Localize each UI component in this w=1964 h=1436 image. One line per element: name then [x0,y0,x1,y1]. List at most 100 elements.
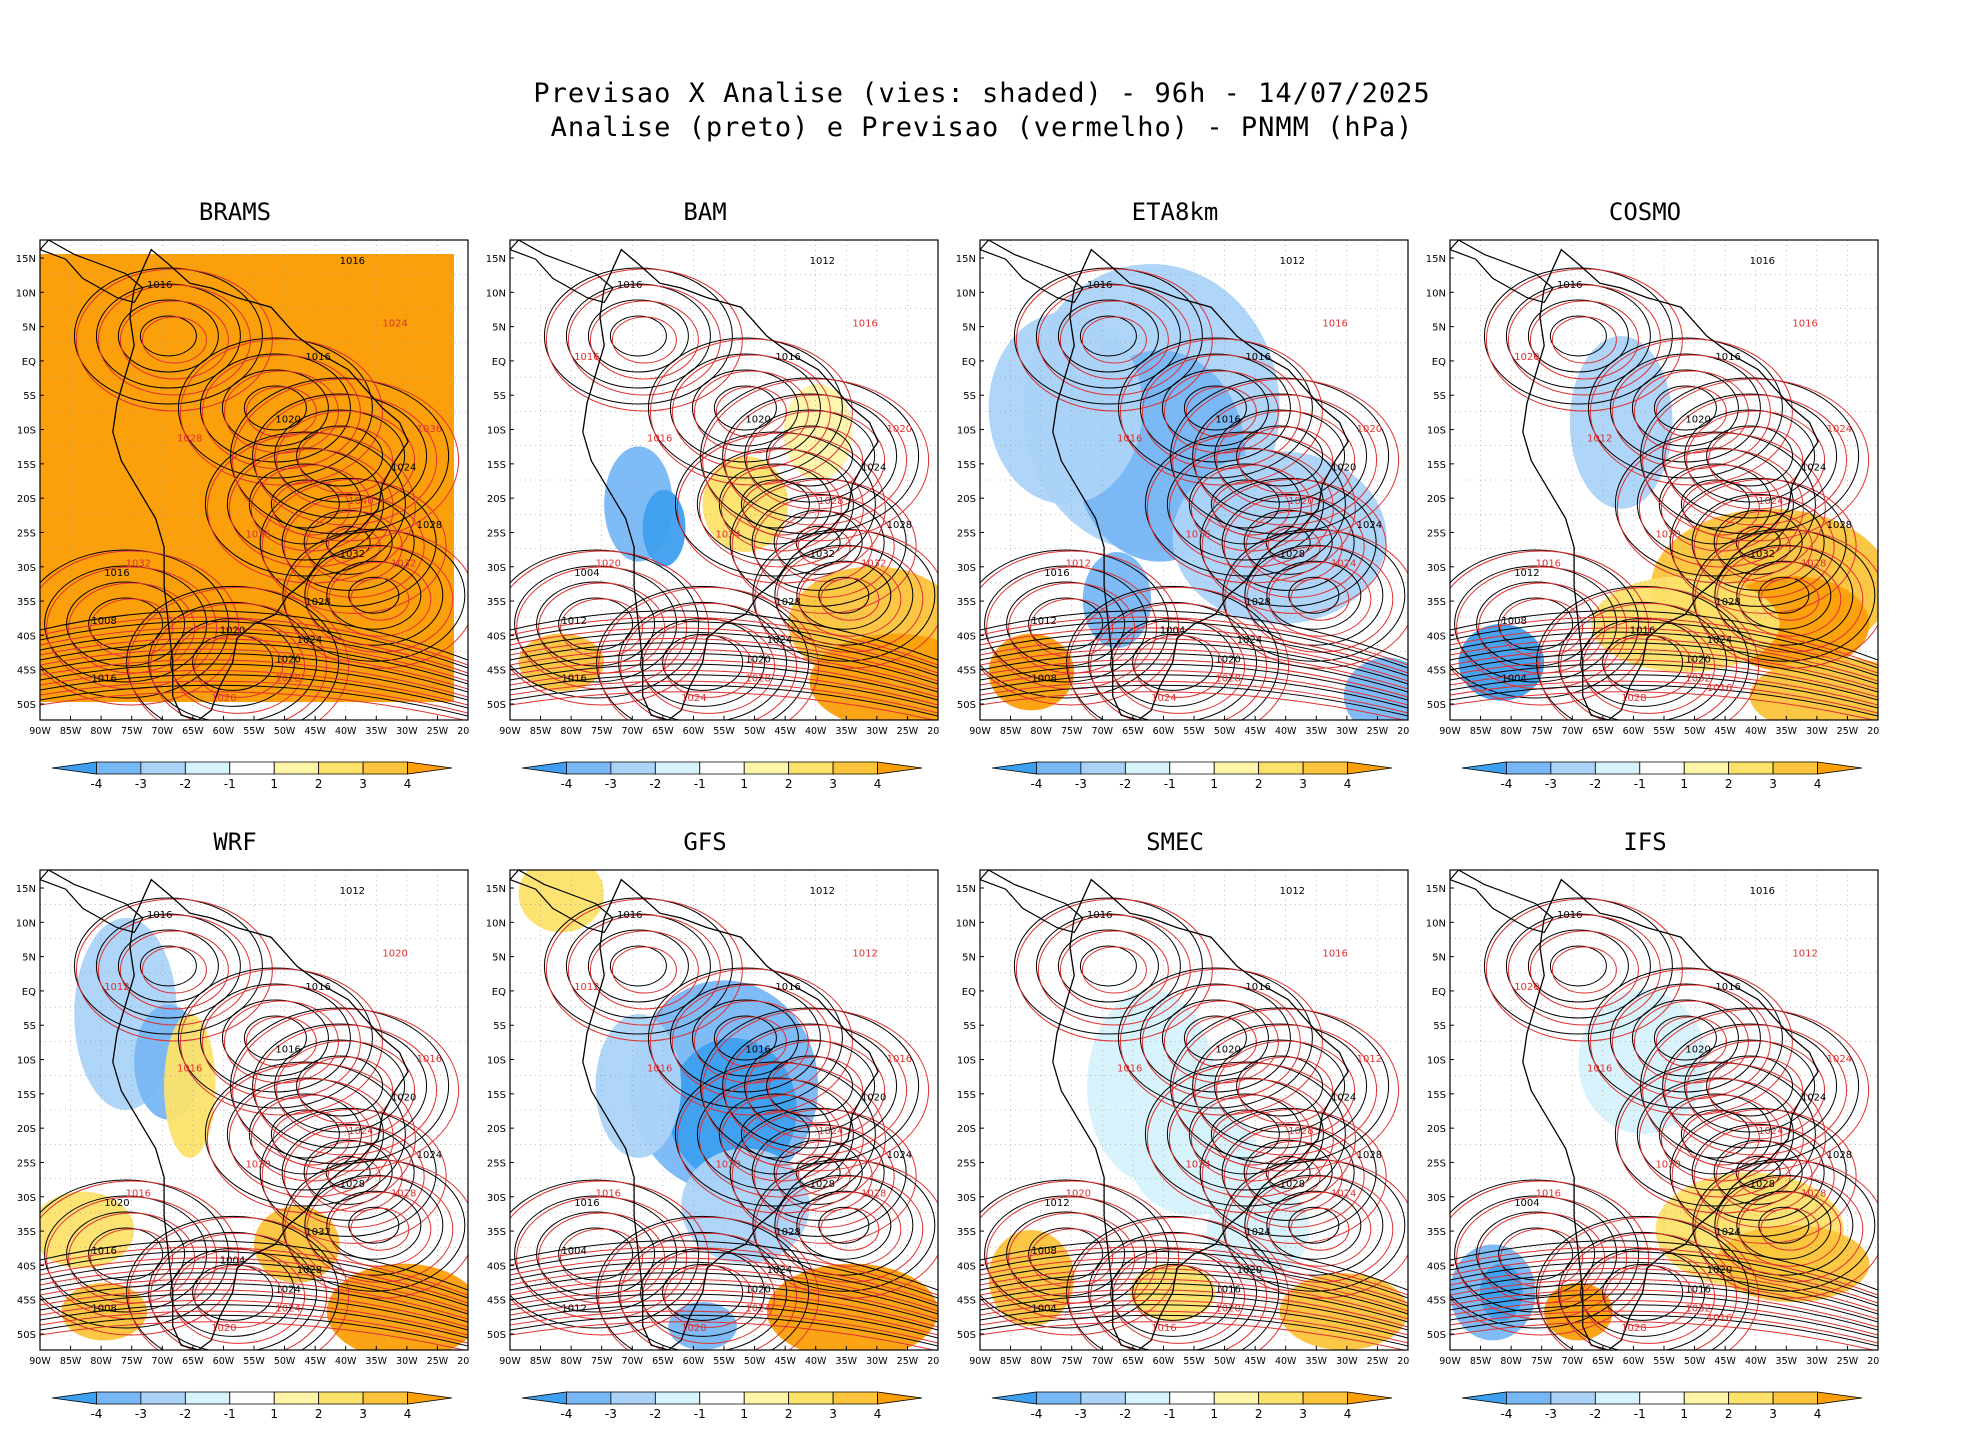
coastline-south-america [1522,248,1819,720]
isobar-label-analysis: 1028 [1280,549,1305,560]
longitude-label: 75W [591,726,613,737]
latitude-label: 5S [493,391,506,402]
latitude-label: 40S [957,1261,976,1272]
longitude-label: 70W [1092,1356,1114,1367]
bias-patch [1569,336,1673,509]
latitude-label: 15N [16,254,36,265]
latitude-label: 45S [1427,1296,1446,1307]
isobar-label-analysis: 1024 [275,1284,300,1295]
latitude-label: 10N [486,918,506,929]
longitude-label: 40W [1275,726,1297,737]
isobar-label-forecast: 1020 [1066,1188,1091,1199]
isobar-label-analysis: 1016 [1685,1284,1710,1295]
colorbar-label: -3 [1545,1407,1557,1420]
longitude-label: 75W [1061,726,1083,737]
isobar-label-analysis: 1020 [1215,654,1240,665]
latitude-label: 35S [957,1227,976,1238]
latitude-label: EQ [492,357,506,368]
longitude-label: 90W [969,1356,991,1367]
longitude-label: 85W [60,1356,82,1367]
colorbar-swatch [1817,1391,1863,1405]
latitude-label: 15N [1426,254,1446,265]
isobar-label-forecast: 1028 [1801,558,1826,569]
colorbar-label: -3 [1075,1407,1087,1420]
coastline-central-america [40,240,144,304]
colorbar: -4 -3 -2 -1 1 2 3 4 [51,761,453,790]
isobar-label-forecast: 1024 [745,1304,770,1315]
latitude-label: 30S [17,1193,36,1204]
isobar-label-analysis: 1020 [1215,1044,1240,1055]
longitude-label: 80W [90,726,112,737]
colorbar-swatch [96,1391,142,1405]
isobar-label-analysis: 1016 [775,982,800,993]
isobar-label-forecast: 1028 [861,1188,886,1199]
longitude-label: 30W [1806,1356,1828,1367]
colorbar-label: -2 [1119,777,1131,790]
latitude-label: 40S [1427,631,1446,642]
isobar-label-forecast: 1016 [596,1188,621,1199]
isobar-label-forecast: 1020 [1288,496,1313,507]
colorbar-label: -3 [1545,777,1557,790]
colorbar-swatch [1728,761,1774,775]
longitude-label: 60W [1153,1356,1175,1367]
longitude-label: 70W [1562,1356,1584,1367]
isobar-label-forecast: 1012 [1587,434,1612,445]
isobar-label-analysis: 1020 [104,1198,129,1209]
isobar-label-analysis: 1016 [275,1044,300,1055]
latitude-label: 15N [956,254,976,265]
latitude-label: 10N [486,288,506,299]
colorbar-swatch [699,761,745,775]
longitude-label: 55W [1653,726,1675,737]
isobar-label-analysis: 1008 [91,1304,116,1315]
latitude-label: 20S [17,494,36,505]
latitude-label: 40S [17,631,36,642]
colorbar-swatch [610,761,656,775]
isobar-label-analysis: 1012 [810,886,835,897]
latitude-label: 10S [1427,1056,1446,1067]
colorbar-label: -2 [649,777,661,790]
longitude-label: 65W [182,1356,204,1367]
latitude-label: 20S [17,1124,36,1135]
isobar-label-forecast: 1028 [177,434,202,445]
colorbar-label: -1 [224,777,236,790]
colorbar-swatch [1550,761,1596,775]
isobar-label-forecast: 1020 [1514,352,1539,363]
colorbar-swatch [743,761,790,775]
isobar-label-forecast: 1016 [852,318,877,329]
isobar-label-analysis: 1008 [1031,1246,1056,1257]
colorbar-swatch [1347,761,1393,775]
isobar-label-analysis: 1028 [340,1179,365,1190]
colorbar-swatch [1036,1391,1082,1405]
longitude-label: 50W [1684,726,1706,737]
colorbar-label: -2 [1589,777,1601,790]
longitude-label: 30W [866,1356,888,1367]
latitude-label: 30S [17,563,36,574]
colorbar-swatch [407,1391,453,1405]
colorbar-swatch [1169,1391,1215,1405]
colorbar-swatch [51,761,97,775]
isobar-label-analysis: 1028 [1827,1150,1852,1161]
latitude-label: 25S [1427,1158,1446,1169]
colorbar-swatch [521,761,567,775]
colorbar-label: -4 [560,1407,572,1420]
isobar-label-forecast: 1012 [574,982,599,993]
isobar-label-forecast: 1024 [348,1126,373,1137]
latitude-label: 20S [1427,494,1446,505]
colorbar-swatch [832,761,878,775]
colorbar-swatch [140,761,186,775]
colorbar-label: -3 [135,1407,147,1420]
longitude-label: 30W [1336,1356,1358,1367]
isobar-label-analysis: 1016 [1245,982,1270,993]
longitude-label: 20W [927,1356,940,1367]
longitude-label: 75W [121,1356,143,1367]
isobar-label-analysis: 1024 [297,635,322,646]
longitude-label: 50W [1214,1356,1236,1367]
isobar-label-forecast: 1020 [211,693,236,704]
panel-title: ETA8km [1131,198,1219,226]
longitude-label: 90W [499,1356,521,1367]
colorbar-swatch [654,1391,701,1405]
latitude-label: 30S [1427,563,1446,574]
isobar-label-forecast: 1020 [715,1160,740,1171]
longitude-label: 55W [713,1356,735,1367]
longitude-label: 25W [1837,726,1859,737]
